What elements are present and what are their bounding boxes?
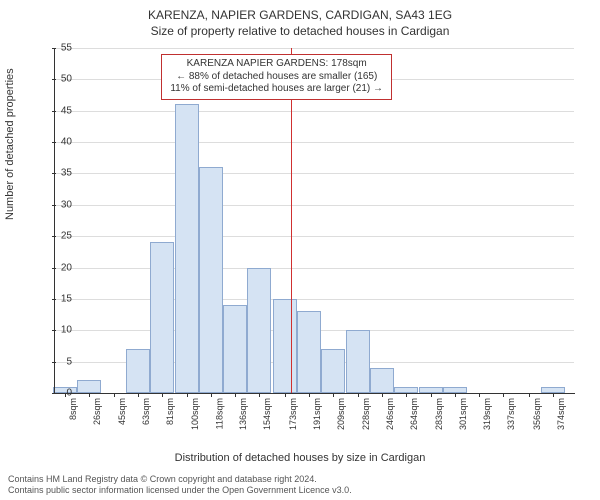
- y-tick-mark: [52, 173, 56, 174]
- annotation-line3: 11% of semi-detached houses are larger (…: [170, 83, 383, 96]
- x-tick-mark: [358, 393, 359, 397]
- plot-area: [54, 48, 575, 394]
- x-tick-mark: [309, 393, 310, 397]
- x-tick-label: 118sqm: [214, 398, 224, 429]
- y-tick-mark: [52, 48, 56, 49]
- x-tick-mark: [138, 393, 139, 397]
- chart-subtitle: Size of property relative to detached ho…: [0, 22, 600, 38]
- x-tick-mark: [259, 393, 260, 397]
- x-tick-mark: [65, 393, 66, 397]
- x-tick-label: 8sqm: [68, 398, 78, 420]
- y-tick-mark: [52, 142, 56, 143]
- x-tick-label: 283sqm: [434, 398, 444, 430]
- x-tick-mark: [529, 393, 530, 397]
- x-tick-label: 209sqm: [336, 398, 346, 430]
- annotation-line2: ← 88% of detached houses are smaller (16…: [170, 71, 383, 84]
- x-tick-label: 264sqm: [409, 398, 419, 430]
- footer-line2: Contains public sector information licen…: [8, 485, 352, 496]
- annotation-box: KARENZA NAPIER GARDENS: 178sqm ← 88% of …: [161, 54, 392, 100]
- x-tick-mark: [406, 393, 407, 397]
- x-tick-label: 301sqm: [458, 398, 468, 430]
- chart-container: KARENZA, NAPIER GARDENS, CARDIGAN, SA43 …: [0, 0, 600, 500]
- x-tick-mark: [89, 393, 90, 397]
- x-tick-label: 26sqm: [92, 398, 102, 425]
- x-tick-label: 173sqm: [288, 398, 298, 430]
- y-tick-mark: [52, 362, 56, 363]
- y-tick-mark: [52, 330, 56, 331]
- x-tick-label: 319sqm: [482, 398, 492, 430]
- footer-line1: Contains HM Land Registry data © Crown c…: [8, 474, 352, 485]
- x-tick-label: 356sqm: [532, 398, 542, 430]
- x-tick-label: 45sqm: [117, 398, 127, 425]
- x-tick-mark: [382, 393, 383, 397]
- x-tick-label: 136sqm: [238, 398, 248, 430]
- x-tick-label: 246sqm: [385, 398, 395, 430]
- x-tick-mark: [553, 393, 554, 397]
- x-tick-mark: [285, 393, 286, 397]
- x-tick-mark: [479, 393, 480, 397]
- annotation-line1: KARENZA NAPIER GARDENS: 178sqm: [170, 58, 383, 71]
- x-tick-label: 337sqm: [506, 398, 516, 430]
- x-tick-label: 374sqm: [556, 398, 566, 430]
- x-tick-mark: [333, 393, 334, 397]
- chart-title: KARENZA, NAPIER GARDENS, CARDIGAN, SA43 …: [0, 0, 600, 22]
- x-tick-mark: [431, 393, 432, 397]
- y-tick-mark: [52, 205, 56, 206]
- y-tick-mark: [52, 299, 56, 300]
- x-tick-label: 154sqm: [262, 398, 272, 430]
- x-tick-mark: [162, 393, 163, 397]
- x-tick-mark: [114, 393, 115, 397]
- x-tick-label: 63sqm: [141, 398, 151, 425]
- x-tick-label: 228sqm: [361, 398, 371, 430]
- x-tick-mark: [187, 393, 188, 397]
- x-axis-label: Distribution of detached houses by size …: [0, 452, 600, 464]
- y-tick-mark: [52, 268, 56, 269]
- x-tick-label: 100sqm: [190, 398, 200, 430]
- x-tick-mark: [211, 393, 212, 397]
- x-tick-label: 81sqm: [165, 398, 175, 425]
- x-tick-label: 191sqm: [312, 398, 322, 430]
- x-tick-mark: [235, 393, 236, 397]
- y-tick-mark: [52, 79, 56, 80]
- y-tick-mark: [52, 111, 56, 112]
- x-tick-mark: [503, 393, 504, 397]
- reference-line: [291, 48, 292, 393]
- y-tick-mark: [52, 236, 56, 237]
- footer-attribution: Contains HM Land Registry data © Crown c…: [8, 474, 352, 496]
- y-tick-mark: [52, 393, 56, 394]
- y-axis-label: Number of detached properties: [4, 68, 16, 220]
- x-tick-mark: [455, 393, 456, 397]
